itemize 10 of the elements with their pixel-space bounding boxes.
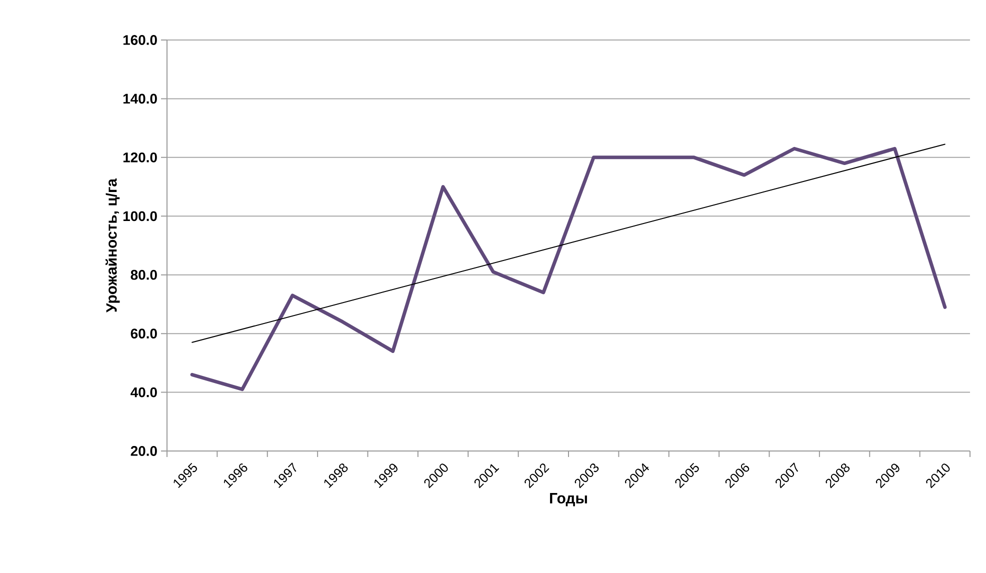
- y-tick-label: 60.0: [130, 328, 157, 339]
- x-axis-title: Годы: [550, 493, 587, 506]
- y-axis-title: Урожайность, ц/га: [106, 178, 120, 313]
- y-tick-label: 160.0: [123, 35, 157, 45]
- y-tick-label: 100.0: [123, 211, 157, 222]
- y-tick-label: 120.0: [123, 152, 157, 162]
- y-tick-label: 40.0: [130, 387, 157, 398]
- y-tick-label: 20.0: [130, 446, 157, 456]
- y-tick-label: 80.0: [130, 270, 157, 280]
- y-tick-label: 140.0: [123, 94, 157, 104]
